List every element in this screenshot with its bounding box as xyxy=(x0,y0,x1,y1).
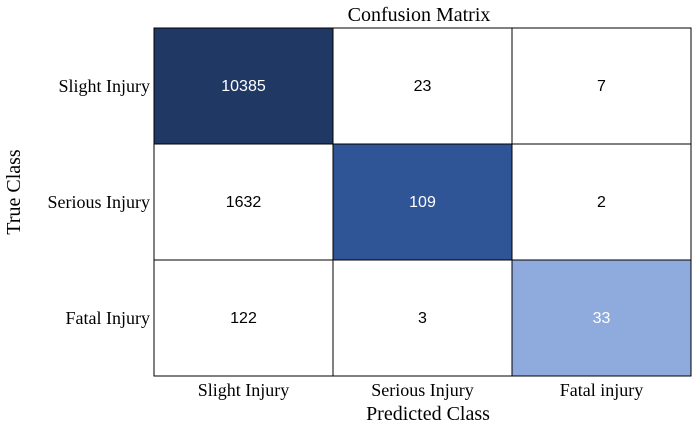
matrix-cell-1-1 xyxy=(332,143,513,261)
cell-value-2-1: 3 xyxy=(418,310,427,327)
matrix-cell-2-0 xyxy=(153,259,334,377)
x-axis-label: Predicted Class xyxy=(366,403,490,425)
y-tick-label: Fatal Injury xyxy=(66,308,150,328)
matrix-cell-0-2 xyxy=(511,27,692,145)
cell-value-2-0: 122 xyxy=(230,310,257,327)
y-tick-labels: Slight Injury Serious Injury Fatal Injury xyxy=(48,76,151,328)
y-axis-label: True Class xyxy=(3,149,25,235)
matrix-cell-1-2 xyxy=(511,143,692,261)
x-tick-label: Fatal injury xyxy=(560,380,644,400)
matrix-cell-2-1 xyxy=(332,259,513,377)
matrix-cell-0-1 xyxy=(332,27,513,145)
cell-value-1-1: 109 xyxy=(409,194,436,211)
cell-value-0-2: 7 xyxy=(597,78,606,95)
x-tick-label: Serious Injury xyxy=(371,380,474,400)
cell-value-1-2: 2 xyxy=(597,194,606,211)
cell-value-2-2: 33 xyxy=(593,310,611,327)
cell-value-1-0: 1632 xyxy=(226,194,262,211)
y-tick-label: Slight Injury xyxy=(58,76,150,96)
cell-value-0-1: 23 xyxy=(414,78,432,95)
y-tick-label: Serious Injury xyxy=(48,192,151,212)
chart-title: Confusion Matrix xyxy=(348,4,491,26)
matrix-cell-0-0 xyxy=(153,27,334,145)
matrix-cell-2-2 xyxy=(511,259,692,377)
matrix-cell-1-0 xyxy=(153,143,334,261)
x-tick-label: Slight Injury xyxy=(198,380,290,400)
cell-value-0-0: 10385 xyxy=(221,78,266,95)
x-tick-labels: Slight Injury Serious Injury Fatal injury xyxy=(198,380,644,400)
